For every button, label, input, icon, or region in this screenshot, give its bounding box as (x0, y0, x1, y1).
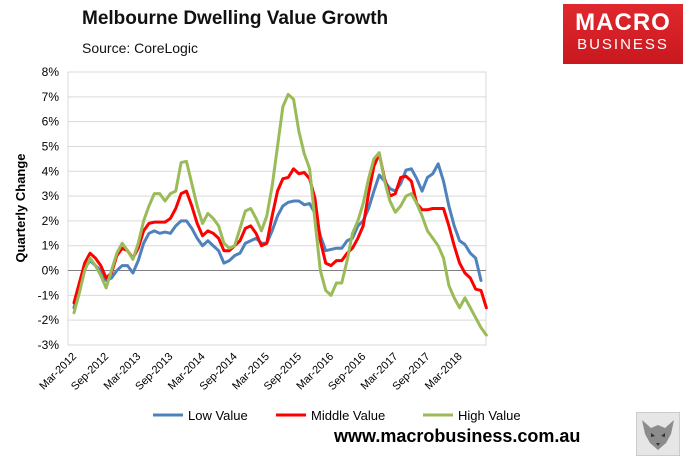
source-label: Source: CoreLogic (82, 40, 198, 56)
series-line-middle-value (72, 152, 488, 310)
wolf-logo-icon (636, 412, 680, 456)
y-tick-label: 3% (42, 189, 60, 203)
y-tick-label: 0% (42, 264, 60, 278)
y-tick-label: 6% (42, 115, 60, 129)
y-tick-label: 5% (42, 139, 60, 153)
y-tick-label: -2% (38, 313, 60, 327)
y-tick-label: -3% (38, 338, 60, 352)
macrobusiness-logo: MACRO BUSINESS (563, 4, 683, 64)
y-tick-labels: -3% -2% -1% 0% 1% 2% 3% 4% 5% 6% 7% 8% (38, 65, 60, 352)
y-tick-label: -1% (38, 288, 60, 302)
y-tick-label: 8% (42, 65, 60, 79)
y-tick-label: 2% (42, 214, 60, 228)
legend-label-middle-value: Middle Value (311, 408, 385, 423)
y-axis-label: Quarterly Change (13, 153, 28, 262)
y-tick-label: 4% (42, 164, 60, 178)
x-tick-labels: Mar-2012Sep-2012Mar-2013Sep-2013Mar-2014… (37, 351, 464, 393)
legend-label-low-value: Low Value (188, 408, 248, 423)
y-tick-label: 7% (42, 90, 60, 104)
series-lines (72, 92, 488, 337)
series-line-high-value (72, 92, 488, 337)
website-url[interactable]: www.macrobusiness.com.au (334, 426, 581, 446)
logo-line-1: MACRO (575, 9, 671, 36)
chart-title: Melbourne Dwelling Value Growth (82, 8, 389, 29)
legend: Low Value Middle Value High Value (153, 408, 521, 423)
logo-line-2: BUSINESS (577, 36, 669, 53)
legend-label-high-value: High Value (458, 408, 521, 423)
series-line-low-value (72, 162, 483, 310)
y-tick-label: 1% (42, 239, 60, 253)
